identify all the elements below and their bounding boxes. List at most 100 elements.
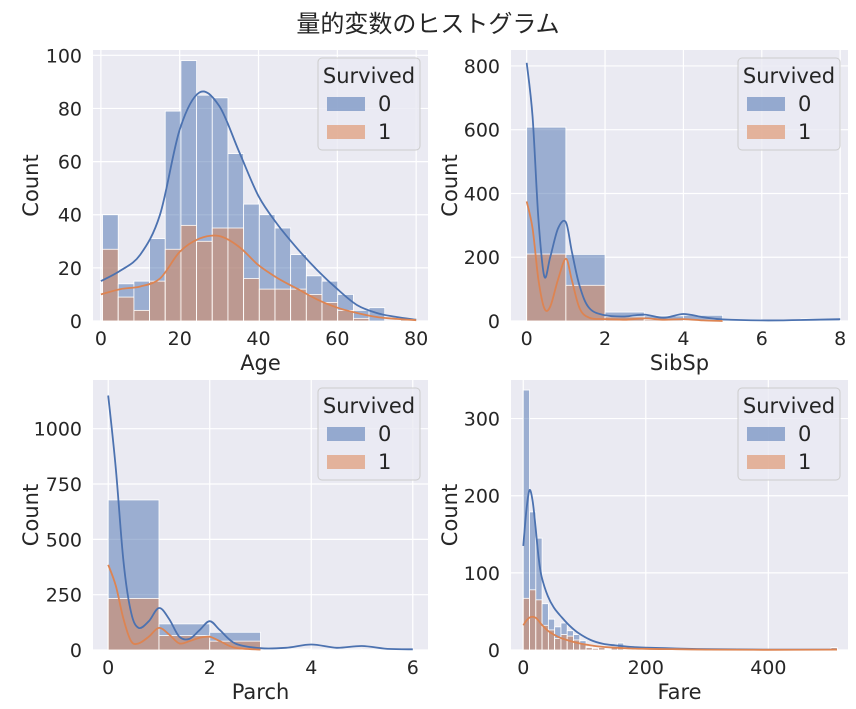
y-tick-label: 750 bbox=[46, 474, 82, 496]
y-tick-label: 0 bbox=[488, 640, 500, 662]
x-tick-label: 0 bbox=[95, 328, 107, 350]
legend-label-1: 1 bbox=[798, 120, 811, 144]
legend-title: Survived bbox=[743, 64, 835, 88]
legend: Survived 0 1 bbox=[317, 57, 421, 151]
bar-survived-1 bbox=[566, 635, 574, 651]
bar-survived-1 bbox=[243, 278, 260, 322]
x-tick-label: 40 bbox=[246, 328, 270, 350]
kde-line-survived-1 bbox=[525, 201, 723, 322]
legend-label-1: 1 bbox=[378, 120, 391, 144]
y-tick-label: 40 bbox=[58, 205, 82, 227]
legend-label-0: 0 bbox=[798, 92, 811, 116]
y-tick-label: 200 bbox=[464, 486, 500, 508]
y-tick-label: 0 bbox=[70, 311, 82, 333]
bar-survived-1 bbox=[591, 648, 600, 651]
y-tick-label: 20 bbox=[58, 258, 82, 280]
y-tick-label: 0 bbox=[70, 640, 82, 662]
x-tick-label: 80 bbox=[404, 328, 428, 350]
x-tick-label: 6 bbox=[407, 657, 419, 679]
bar-survived-1 bbox=[227, 227, 245, 322]
legend-label-0: 0 bbox=[378, 92, 391, 116]
kde-line-survived-1 bbox=[522, 615, 838, 651]
x-tick-label: 60 bbox=[325, 328, 349, 350]
y-tick-label: 0 bbox=[488, 311, 500, 333]
y-axis-label: Count bbox=[438, 154, 462, 216]
bar-survived-1 bbox=[274, 288, 292, 322]
x-tick-label: 2 bbox=[204, 657, 216, 679]
y-tick-label: 200 bbox=[464, 247, 500, 269]
x-tick-label: 0 bbox=[102, 657, 114, 679]
bar-survived-1 bbox=[554, 638, 562, 651]
y-tick-label: 1000 bbox=[34, 419, 82, 441]
legend-swatch-0 bbox=[747, 97, 785, 111]
legend-swatch-1 bbox=[327, 125, 365, 139]
legend-swatch-0 bbox=[327, 97, 365, 111]
x-axis-label: SibSp bbox=[650, 351, 709, 375]
bar-survived-1 bbox=[211, 227, 229, 322]
y-tick-label: 60 bbox=[58, 152, 82, 174]
x-axis-label: Parch bbox=[232, 680, 290, 704]
y-tick-label: 500 bbox=[46, 529, 82, 551]
legend-title: Survived bbox=[323, 64, 415, 88]
subplot-2: 0 2 4 6 8 0 200 400 600 800 SibSp Count Survived 0 1 bbox=[438, 50, 848, 375]
bar-survived-1 bbox=[352, 317, 370, 322]
legend-swatch-1 bbox=[747, 125, 785, 139]
bar-survived-1 bbox=[133, 309, 150, 322]
kde-line-survived-0 bbox=[107, 395, 413, 651]
x-tick-label: 200 bbox=[628, 657, 664, 679]
kde-line-survived-0 bbox=[100, 90, 417, 321]
legend-title: Survived bbox=[743, 394, 835, 418]
y-axis-label: Count bbox=[19, 484, 43, 546]
legend-label-0: 0 bbox=[798, 422, 811, 446]
bar-survived-1 bbox=[102, 248, 119, 322]
legend-swatch-1 bbox=[747, 455, 785, 469]
subplot-3: 0 2 4 6 0 250 500 750 1000 Parch Count Survived 0 1 bbox=[19, 380, 428, 704]
bar-survived-0 bbox=[310, 648, 363, 651]
y-axis-label: Count bbox=[438, 484, 462, 546]
legend: Survived 0 1 bbox=[737, 387, 841, 481]
y-tick-label: 80 bbox=[58, 98, 82, 120]
y-tick-label: 400 bbox=[464, 183, 500, 205]
bar-survived-1 bbox=[260, 648, 312, 651]
x-axis-label: Age bbox=[240, 351, 281, 375]
y-tick-label: 100 bbox=[464, 563, 500, 585]
bar-survived-1 bbox=[117, 296, 135, 322]
bar-survived-1 bbox=[149, 280, 166, 322]
legend: Survived 0 1 bbox=[317, 387, 421, 481]
bar-survived-1 bbox=[604, 648, 612, 651]
legend-label-1: 1 bbox=[798, 450, 811, 474]
bar-survived-1 bbox=[180, 224, 198, 322]
x-tick-label: 400 bbox=[750, 657, 786, 679]
x-tick-label: 4 bbox=[677, 328, 689, 350]
x-axis-label: Fare bbox=[657, 680, 701, 704]
x-tick-label: 2 bbox=[599, 328, 611, 350]
y-tick-label: 300 bbox=[464, 409, 500, 431]
bar-survived-1 bbox=[258, 288, 276, 322]
bar-survived-1 bbox=[290, 288, 307, 322]
y-tick-label: 100 bbox=[46, 45, 82, 67]
y-tick-label: 800 bbox=[464, 56, 500, 78]
y-axis-label: Count bbox=[19, 154, 43, 216]
legend-title: Survived bbox=[323, 394, 415, 418]
bar-survived-1 bbox=[585, 647, 593, 651]
bar-survived-1 bbox=[107, 598, 160, 651]
subplot-4: 0 200 400 0 100 200 300 Fare Count Survived 0 1 bbox=[438, 380, 848, 704]
y-tick-label: 250 bbox=[46, 585, 82, 607]
bar-survived-1 bbox=[196, 240, 213, 322]
bar-survived-1 bbox=[560, 634, 568, 651]
figure-title: 量的変数のヒストグラム bbox=[296, 10, 560, 38]
x-tick-label: 8 bbox=[834, 328, 846, 350]
legend-swatch-0 bbox=[327, 427, 365, 441]
kde-line-survived-0 bbox=[525, 62, 841, 322]
x-tick-label: 6 bbox=[756, 328, 768, 350]
x-tick-label: 4 bbox=[305, 657, 317, 679]
legend-swatch-1 bbox=[327, 455, 365, 469]
subplot-1: 0 20 40 60 80 0 20 40 60 80 100 Age Count Survived 0 1 bbox=[19, 45, 428, 375]
x-tick-label: 0 bbox=[517, 657, 529, 679]
legend: Survived 0 1 bbox=[737, 57, 841, 151]
bar-survived-1 bbox=[209, 640, 261, 651]
x-tick-label: 20 bbox=[168, 328, 192, 350]
x-tick-label: 0 bbox=[521, 328, 533, 350]
kde-line-survived-1 bbox=[107, 564, 261, 651]
